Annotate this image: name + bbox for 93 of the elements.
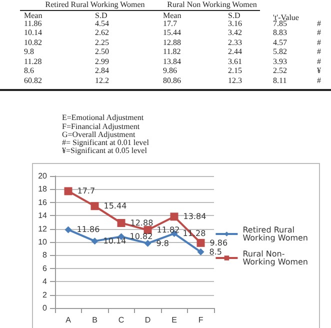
text: S.D: [228, 11, 240, 20]
y-tick-label: 16: [38, 198, 48, 207]
x-tick-label: A: [66, 316, 72, 324]
x-tick-label: B: [92, 316, 98, 324]
text: Mean: [163, 11, 182, 20]
text: E=Emotional Adjustment: [62, 113, 144, 122]
text: 10.82: [24, 38, 42, 47]
text: #: [317, 28, 321, 37]
text: 11.86: [24, 19, 42, 28]
text: 12.3: [228, 76, 242, 85]
text: 2.52: [273, 66, 287, 75]
data-label: 11.82: [156, 225, 180, 234]
text: 3.61: [228, 57, 242, 66]
text: Mean: [24, 11, 42, 20]
text: ¥=Significant at 0.05 level: [62, 146, 147, 155]
text: 3.42: [228, 28, 242, 37]
text: 15.44: [163, 28, 181, 37]
data-label: 9.86: [210, 238, 228, 248]
text: 2.62: [95, 28, 109, 37]
point: [144, 240, 152, 247]
text: 2.99: [95, 57, 109, 66]
text: Rural Non Working Women: [167, 0, 257, 9]
text: 2.84: [95, 66, 109, 75]
x-tick-label: D: [144, 316, 151, 324]
text: #: [317, 38, 321, 47]
text: 60.82: [24, 76, 42, 85]
text: 4.57: [273, 38, 287, 47]
text: S.D: [95, 11, 108, 20]
y-tick-label: 18: [38, 184, 48, 194]
text: 4.54: [95, 19, 109, 28]
text: #: [317, 47, 321, 56]
text: Retired Rural Working Women: [45, 0, 145, 9]
data-label: 10.82: [130, 232, 153, 242]
text: 8.83: [273, 28, 287, 37]
text: 10.14: [24, 28, 42, 37]
text: 8.11: [273, 76, 287, 85]
y-tick-label: 4: [42, 277, 48, 286]
data-label: 13.84: [183, 212, 206, 222]
text: 3.16: [228, 19, 242, 28]
text: 3.93: [273, 57, 287, 66]
text: 17.7: [163, 19, 177, 28]
data-label: 9.8: [156, 238, 169, 248]
y-tick-label: 2: [42, 290, 48, 300]
text: 8.6: [24, 66, 34, 75]
point: [117, 218, 126, 227]
text: 7.85: [273, 19, 287, 28]
text: 9.8: [24, 47, 34, 56]
text: G=Overall Adjustment: [62, 130, 136, 139]
text: 9.86: [163, 66, 177, 75]
text: 80.86: [163, 76, 181, 85]
text: 2.50: [95, 47, 109, 56]
text: 2.44: [228, 47, 242, 56]
x-tick-label: F: [198, 316, 204, 324]
point: [196, 238, 205, 247]
y-tick-label: 14: [38, 211, 48, 220]
y-tick-label: 6: [42, 264, 48, 273]
data-label: 10.14: [103, 236, 126, 246]
legend-label: Rural Non- Working Women: [242, 250, 308, 266]
text: 12.88: [163, 38, 181, 47]
y-tick-label: 8: [42, 250, 48, 260]
text: F=Financial Adjustment: [62, 122, 140, 131]
legend-label: Retired Rural Working Women: [242, 226, 308, 242]
x-tick-label: E: [172, 316, 177, 324]
text: ¥: [317, 66, 321, 75]
x-tick-label: C: [118, 316, 124, 324]
text: 11.82: [163, 47, 181, 56]
text: 5.82: [273, 47, 287, 56]
text: #: [317, 76, 321, 85]
text: #: [317, 57, 321, 66]
point: [64, 226, 72, 234]
text: 2.25: [95, 38, 109, 47]
y-tick-label: 20: [38, 172, 48, 180]
text: 13.84: [163, 57, 181, 66]
text: 2.15: [228, 66, 242, 75]
point: [91, 238, 98, 245]
point: [170, 212, 178, 221]
y-tick-label: 12: [38, 224, 48, 234]
text: #= Significant at 0.01 level: [62, 138, 149, 147]
y-tick-label: 0: [42, 304, 48, 312]
text: 11.28: [24, 57, 42, 66]
point: [197, 248, 204, 256]
data-label: 17.7: [77, 186, 96, 196]
data-label: 11.86: [76, 225, 100, 234]
text: #: [317, 19, 321, 28]
text: 2.33: [228, 38, 242, 47]
data-label: 12.88: [130, 218, 154, 228]
data-label: 15.44: [104, 202, 127, 211]
data-label: 8.5: [209, 247, 222, 256]
point: [90, 202, 99, 210]
point: [64, 187, 72, 196]
y-tick-label: 10: [38, 238, 48, 246]
text: 't'-Value: [273, 13, 299, 22]
text: 12.2: [95, 76, 109, 85]
